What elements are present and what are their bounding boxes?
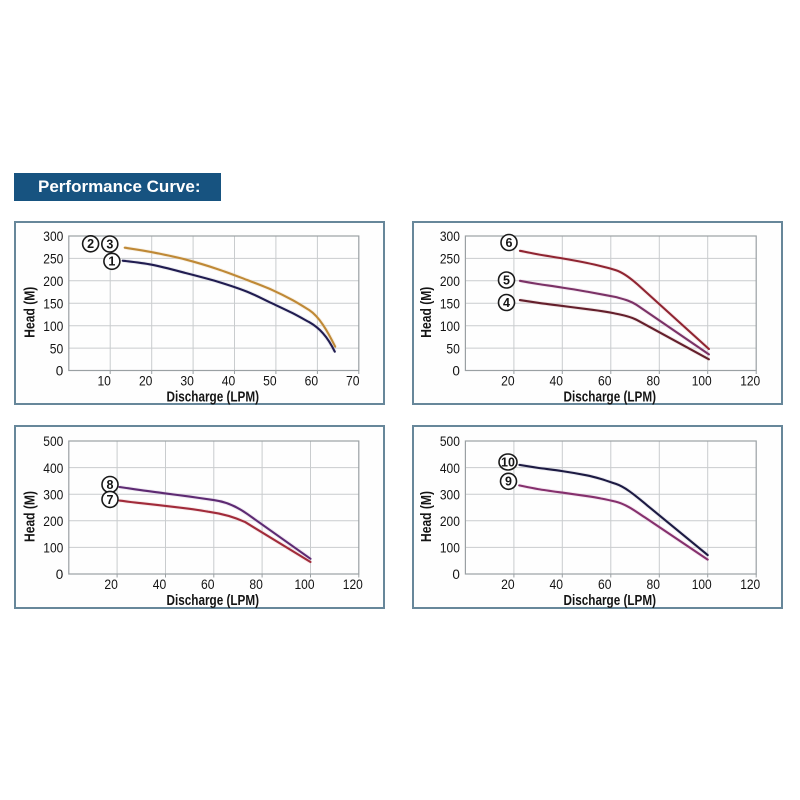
svg-text:9: 9 bbox=[505, 474, 512, 488]
svg-text:300: 300 bbox=[440, 487, 460, 502]
svg-text:60: 60 bbox=[598, 576, 612, 591]
svg-text:5: 5 bbox=[503, 273, 510, 287]
svg-text:8: 8 bbox=[107, 477, 114, 491]
svg-text:3: 3 bbox=[106, 237, 113, 251]
svg-text:20: 20 bbox=[104, 576, 118, 591]
svg-text:400: 400 bbox=[43, 460, 63, 475]
svg-text:150: 150 bbox=[43, 297, 63, 312]
svg-text:200: 200 bbox=[440, 514, 460, 529]
svg-text:40: 40 bbox=[153, 576, 167, 591]
svg-text:100: 100 bbox=[692, 576, 712, 591]
svg-text:40: 40 bbox=[550, 373, 564, 388]
svg-text:50: 50 bbox=[446, 341, 460, 356]
svg-text:70: 70 bbox=[346, 373, 360, 388]
svg-text:100: 100 bbox=[295, 576, 315, 591]
svg-text:80: 80 bbox=[647, 576, 661, 591]
svg-text:40: 40 bbox=[222, 373, 236, 388]
svg-text:300: 300 bbox=[43, 487, 63, 502]
svg-text:0: 0 bbox=[56, 364, 64, 379]
svg-text:Discharge (LPM): Discharge (LPM) bbox=[167, 389, 260, 406]
svg-text:40: 40 bbox=[550, 576, 564, 591]
svg-text:50: 50 bbox=[263, 373, 277, 388]
svg-text:Discharge (LPM): Discharge (LPM) bbox=[564, 389, 657, 406]
svg-text:10: 10 bbox=[97, 373, 111, 388]
svg-text:80: 80 bbox=[249, 576, 263, 591]
svg-text:150: 150 bbox=[440, 297, 460, 312]
svg-text:500: 500 bbox=[43, 434, 63, 449]
svg-text:Discharge (LPM): Discharge (LPM) bbox=[564, 592, 657, 609]
svg-text:20: 20 bbox=[501, 373, 515, 388]
svg-text:100: 100 bbox=[43, 540, 63, 555]
svg-text:120: 120 bbox=[740, 576, 760, 591]
svg-text:0: 0 bbox=[56, 567, 64, 582]
svg-text:200: 200 bbox=[43, 274, 63, 289]
svg-text:Discharge (LPM): Discharge (LPM) bbox=[167, 592, 260, 609]
svg-text:30: 30 bbox=[180, 373, 194, 388]
svg-text:120: 120 bbox=[740, 373, 760, 388]
svg-text:4: 4 bbox=[503, 296, 510, 310]
svg-text:1: 1 bbox=[108, 255, 115, 269]
svg-text:6: 6 bbox=[506, 236, 513, 250]
svg-text:250: 250 bbox=[440, 252, 460, 267]
svg-text:120: 120 bbox=[343, 576, 363, 591]
svg-text:0: 0 bbox=[452, 364, 460, 379]
svg-text:20: 20 bbox=[139, 373, 153, 388]
svg-text:Head (M): Head (M) bbox=[21, 287, 38, 338]
svg-text:80: 80 bbox=[647, 373, 661, 388]
svg-text:300: 300 bbox=[43, 229, 63, 244]
svg-text:10: 10 bbox=[501, 455, 515, 469]
svg-text:300: 300 bbox=[440, 229, 460, 244]
svg-text:100: 100 bbox=[43, 319, 63, 334]
svg-text:400: 400 bbox=[440, 460, 460, 475]
svg-text:0: 0 bbox=[452, 567, 460, 582]
svg-text:2: 2 bbox=[87, 237, 94, 251]
svg-text:100: 100 bbox=[440, 540, 460, 555]
svg-text:Head (M): Head (M) bbox=[418, 287, 435, 338]
svg-text:20: 20 bbox=[501, 576, 515, 591]
svg-text:60: 60 bbox=[305, 373, 319, 388]
svg-text:Head (M): Head (M) bbox=[21, 491, 38, 542]
svg-text:60: 60 bbox=[201, 576, 215, 591]
svg-text:200: 200 bbox=[440, 274, 460, 289]
svg-text:7: 7 bbox=[107, 492, 114, 506]
svg-text:100: 100 bbox=[692, 373, 712, 388]
svg-text:250: 250 bbox=[43, 252, 63, 267]
svg-text:100: 100 bbox=[440, 319, 460, 334]
svg-text:60: 60 bbox=[598, 373, 612, 388]
svg-text:50: 50 bbox=[50, 341, 64, 356]
svg-text:Head (M): Head (M) bbox=[418, 491, 435, 542]
svg-text:200: 200 bbox=[43, 514, 63, 529]
svg-text:500: 500 bbox=[440, 434, 460, 449]
